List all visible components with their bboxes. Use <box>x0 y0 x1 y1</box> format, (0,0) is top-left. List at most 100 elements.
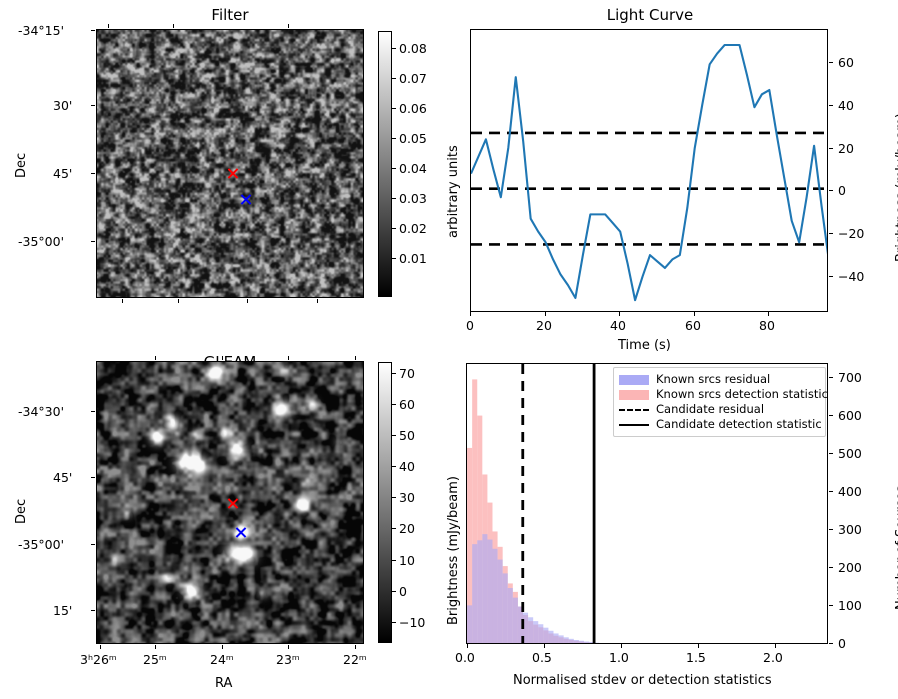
lc-xtick-0: 0 <box>466 318 474 333</box>
gleam-cblabel-1: 60 <box>399 397 415 412</box>
hist-ylabel: Number of Sources <box>894 485 898 610</box>
gleam-cbtick-0 <box>392 373 396 375</box>
filter-ytick-2: 45' <box>53 166 73 181</box>
lc-ytick-4: −20 <box>838 226 865 241</box>
filter-map-image <box>96 29 364 298</box>
gleam-xtick-1: 25ᵐ <box>143 652 167 667</box>
lc-ytickmark-2 <box>829 148 833 150</box>
filter-cblabel-3: 0.05 <box>399 131 427 146</box>
gleam-ytickmark-0 <box>91 411 95 413</box>
gleam-noise-image <box>97 362 363 643</box>
lc-xtick-3: 60 <box>685 318 701 333</box>
lc-ylabel: Brightness (mJy/beam) <box>894 113 898 262</box>
gleam-cblabel-4: 30 <box>399 490 415 505</box>
filter-ytick-3: -35°00' <box>18 234 65 249</box>
gleam-xlabel: RA <box>215 676 233 691</box>
hist-xtick-3: 1.5 <box>686 650 706 665</box>
lc-xlabel: Time (s) <box>618 338 671 353</box>
legend-line-candidate-detection-statistic <box>619 423 649 426</box>
lc-ytickmark-1 <box>829 105 833 107</box>
gleam-cbtick-3 <box>392 466 396 468</box>
gleam-colorbar-label: Brightness (mJy/beam) <box>446 476 461 625</box>
legend-line-candidate-residual <box>619 408 649 411</box>
gleam-cbtick-4 <box>392 497 396 499</box>
light-curve-plot-area <box>470 29 828 312</box>
gleam-ytickmark-2 <box>91 544 95 546</box>
gleam-ytick-2: -35°00' <box>18 537 65 552</box>
gleam-ytick-1: 45' <box>53 470 73 485</box>
lc-xtickmark-4 <box>768 312 770 316</box>
filter-ytickmark-3 <box>91 241 95 243</box>
filter-ytickmark-2 <box>91 173 95 175</box>
gleam-xtick-4: 22ᵐ <box>343 652 367 667</box>
lc-ytick-1: 40 <box>838 98 854 113</box>
filter-panel-title: Filter <box>211 6 249 24</box>
gleam-colorbar <box>378 362 392 643</box>
gleam-cbtick-1 <box>392 404 396 406</box>
legend-label-1: Known srcs detection statistic <box>656 387 828 401</box>
legend-label-2: Candidate residual <box>656 402 765 416</box>
lc-ytickmark-5 <box>829 276 833 278</box>
lc-ytick-5: −40 <box>838 269 865 284</box>
gleam-cbtick-8 <box>392 622 396 624</box>
gleam-ytick-0: -34°30' <box>18 404 65 419</box>
histogram-legend: Known srcs residual Known srcs detection… <box>613 367 828 437</box>
lc-xtickmark-2 <box>619 312 621 316</box>
filter-cblabel-6: 0.02 <box>399 221 427 236</box>
filter-cbtick-3 <box>392 138 396 140</box>
filter-ytickmark-1 <box>91 105 95 107</box>
legend-label-0: Known srcs residual <box>656 372 771 386</box>
hist-ytickmark-7 <box>829 643 833 645</box>
gleam-cblabel-7: 0 <box>399 584 407 599</box>
filter-cbtick-2 <box>392 108 396 110</box>
gleam-ytickmark-3 <box>91 610 95 612</box>
hist-ytick-6: 100 <box>838 598 862 613</box>
gleam-xtickmark-top-2 <box>288 356 290 360</box>
lc-data-line <box>471 43 827 302</box>
hist-xtick-2: 1.0 <box>609 650 629 665</box>
filter-xtickmark-bot-1 <box>178 299 180 303</box>
filter-xtickmark-bot-3 <box>317 299 319 303</box>
gleam-cbtick-7 <box>392 591 396 593</box>
hist-ytick-1: 600 <box>838 408 862 423</box>
filter-xtickmark-top-2 <box>288 24 290 28</box>
hist-xtickmark-0 <box>467 644 469 648</box>
filter-cbtick-0 <box>392 48 396 50</box>
lc-xtick-2: 40 <box>610 318 626 333</box>
hist-ytickmark-6 <box>829 605 833 607</box>
light-curve-title: Light Curve <box>606 6 694 24</box>
gleam-map-image <box>96 361 364 644</box>
gleam-cblabel-3: 40 <box>399 459 415 474</box>
filter-colorbar <box>378 31 392 297</box>
hist-ytickmark-4 <box>829 529 833 531</box>
gleam-cblabel-5: 20 <box>399 521 415 536</box>
filter-ytick-1: 30' <box>53 98 73 113</box>
filter-cbtick-6 <box>392 228 396 230</box>
gleam-xtickmark-0 <box>100 645 102 649</box>
gleam-cbtick-2 <box>392 435 396 437</box>
lc-ytick-0: 60 <box>838 55 854 70</box>
hist-xtickmark-4 <box>775 644 777 648</box>
gleam-cbtick-6 <box>392 560 396 562</box>
gleam-xtickmark-top-3 <box>355 356 357 360</box>
hist-xtick-1: 0.5 <box>532 650 552 665</box>
filter-ytick-0: -34°15' <box>18 23 65 38</box>
hist-ytickmark-0 <box>829 377 833 379</box>
gleam-ytickmark-1 <box>91 477 95 479</box>
hist-xtickmark-3 <box>698 644 700 648</box>
gleam-xtick-3: 23ᵐ <box>276 652 300 667</box>
gleam-xtick-0: 3ʰ26ᵐ <box>80 652 117 667</box>
legend-swatch-known-srcs-detection-statistic <box>619 389 649 400</box>
hist-ytickmark-5 <box>829 567 833 569</box>
gleam-xtickmark-4 <box>355 645 357 649</box>
filter-noise-image <box>97 30 363 297</box>
filter-cblabel-4: 0.04 <box>399 161 427 176</box>
lc-ytickmark-4 <box>829 233 833 235</box>
filter-cblabel-7: 0.01 <box>399 251 427 266</box>
legend-row-0: Known srcs residual <box>619 372 819 387</box>
legend-row-3: Candidate detection statistic <box>619 417 822 432</box>
hist-xtickmark-1 <box>544 644 546 648</box>
legend-label-3: Candidate detection statistic <box>656 417 822 431</box>
hist-ytick-0: 700 <box>838 370 862 385</box>
gleam-cblabel-8: −10 <box>399 615 426 630</box>
